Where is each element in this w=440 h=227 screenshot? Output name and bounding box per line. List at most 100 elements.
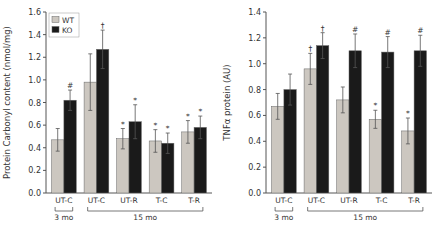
error-cap (56, 151, 60, 152)
panel: 0.0 0.2 0.4 0.6 0.8 1.0 1.2 1.4 1.6 Protein Carbo… (2, 8, 212, 222)
x-tick-label: UT-C (55, 196, 72, 205)
error-line (122, 129, 123, 149)
y-tick-label: 0.0 (28, 189, 41, 198)
error-line (322, 33, 323, 59)
y-tick-label: 0.4 (248, 137, 261, 146)
y-tick-label: 0.2 (248, 163, 261, 172)
error-line (277, 93, 278, 119)
error-cap (288, 105, 292, 106)
y-tick-label: 0.8 (248, 86, 261, 95)
bar (272, 106, 284, 193)
bracket-line (308, 207, 423, 211)
error-bar (276, 93, 280, 119)
bracket-label: 15 mo (353, 213, 377, 222)
error-line (200, 116, 201, 139)
error-bar (418, 35, 422, 66)
significance-symbol: * (133, 96, 137, 105)
age-bracket: 3 mo (54, 207, 73, 222)
error-bar (353, 34, 357, 68)
significance-symbol: * (373, 101, 377, 110)
significance-symbol: # (417, 26, 423, 35)
error-line (407, 118, 408, 144)
bar (414, 51, 426, 193)
error-bar (68, 90, 72, 110)
bar (337, 100, 349, 193)
error-line (167, 133, 168, 153)
bar (316, 46, 328, 193)
significance-symbol: # (385, 28, 391, 37)
error-bar (88, 54, 92, 111)
error-bar (341, 87, 345, 113)
error-cap (88, 53, 92, 54)
y-tick-label: 1.2 (28, 53, 41, 62)
y-tick-label: 1.4 (248, 8, 261, 17)
bar (96, 49, 108, 193)
error-line (290, 74, 291, 105)
significance-symbol: # (67, 81, 73, 90)
x-tick-label: T-R (407, 196, 420, 205)
error-line (102, 30, 103, 68)
error-bar (186, 121, 190, 144)
error-line (90, 54, 91, 111)
bar (284, 90, 296, 193)
y-axis (46, 12, 47, 193)
error-bar (288, 74, 292, 105)
error-cap (418, 66, 422, 67)
error-cap (308, 84, 312, 85)
error-cap (186, 143, 190, 144)
error-cap (198, 138, 202, 139)
error-cap (406, 143, 410, 144)
bar (349, 51, 361, 193)
error-cap (153, 152, 157, 153)
age-bracket: 15 mo (308, 207, 423, 222)
error-cap (166, 153, 170, 154)
y-tick-label: 0.0 (248, 189, 261, 198)
y-tick-label: 1.4 (28, 31, 41, 40)
error-line (70, 90, 71, 110)
age-bracket: 15 mo (88, 207, 203, 222)
error-line (135, 105, 136, 139)
y-tick-label: 0.4 (28, 144, 41, 153)
legend: WTKO (49, 13, 79, 37)
legend-swatch (52, 27, 59, 33)
y-axis-label: Protein Carbonyl content (nmol/mg) (2, 26, 12, 179)
error-bar (321, 33, 325, 59)
bracket-line (275, 207, 293, 211)
error-cap (321, 58, 325, 59)
bar (369, 119, 381, 193)
x-tick-label: UT-C (88, 196, 105, 205)
error-bar (101, 30, 105, 68)
error-bar (386, 37, 390, 68)
error-line (155, 130, 156, 153)
bracket-line (55, 207, 73, 211)
bar (64, 100, 76, 193)
significance-symbol: * (406, 109, 410, 118)
error-cap (288, 74, 292, 75)
legend-swatch (52, 17, 59, 23)
y-tick-label: 1.0 (28, 76, 41, 85)
x-tick-label: UT-R (340, 196, 357, 205)
bracket-label: 3 mo (54, 213, 73, 222)
error-bar (121, 129, 125, 149)
y-tick-label: 0.2 (28, 166, 41, 175)
bar (304, 69, 316, 193)
error-bar (373, 110, 377, 128)
y-tick-label: 1.2 (248, 34, 261, 43)
y-tick-label: 1.6 (28, 8, 41, 17)
error-line (355, 34, 356, 68)
error-cap (121, 148, 125, 149)
y-axis (266, 12, 267, 193)
bars (52, 30, 207, 193)
y-tick-label: 0.6 (28, 121, 41, 130)
bar (382, 52, 394, 193)
significance-symbol: † (308, 44, 312, 53)
error-cap (88, 110, 92, 111)
error-bar (133, 105, 137, 139)
x-tick-label: UT-C (275, 196, 292, 205)
y-tick-label: 0.8 (28, 99, 41, 108)
y-tick-label: 0.6 (248, 111, 261, 120)
error-cap (56, 128, 60, 129)
error-bar (198, 116, 202, 139)
error-cap (101, 68, 105, 69)
significance-symbol: * (198, 107, 202, 116)
